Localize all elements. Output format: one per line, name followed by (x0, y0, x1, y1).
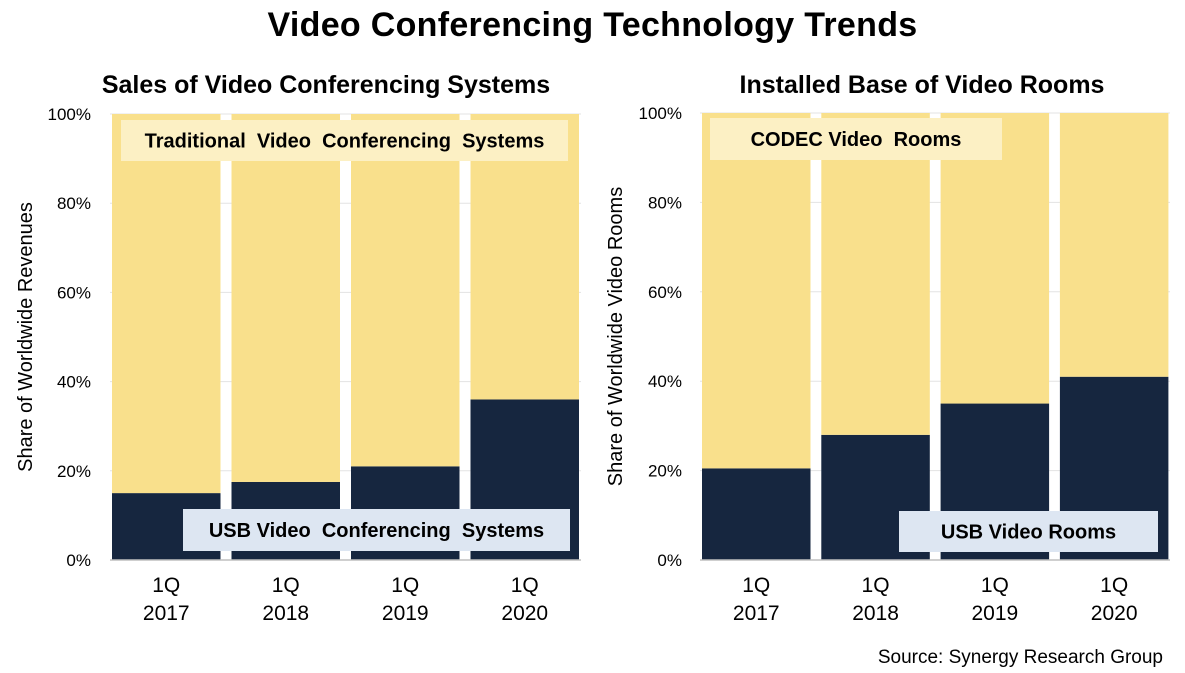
chart-1-bar-top-1 (112, 114, 221, 494)
chart-2-y-tick-label: 0% (657, 551, 682, 570)
chart-1-bar-top-2 (231, 114, 340, 482)
chart-1-title: Sales of Video Conferencing Systems (102, 71, 550, 99)
chart-1-x-tick-label-line1: 1Q (511, 574, 539, 597)
chart-2-y-tick-label: 60% (648, 283, 682, 302)
chart-1-x-tick-label-line1: 1Q (272, 574, 300, 597)
chart-2-y-tick-label: 40% (648, 372, 682, 391)
chart-1-bar-top-3 (351, 114, 460, 467)
chart-2-y-tick-label: 80% (648, 193, 682, 212)
chart-2-x-tick-label-line2: 2017 (733, 602, 780, 625)
chart-2-y-tick-label: 100% (639, 104, 682, 123)
chart-1-y-tick-label: 20% (57, 462, 91, 481)
chart-2-y-axis-label: Share of Worldwide Video Rooms (605, 187, 627, 486)
chart-2-x-tick-label-line2: 2018 (852, 602, 899, 625)
chart-2-x-tick-label-line1: 1Q (1100, 574, 1128, 597)
chart-1-x-tick-label-line1: 1Q (152, 574, 180, 597)
chart-2-bar-top-3 (940, 113, 1050, 404)
chart-1-bottom-series-label-box (183, 509, 570, 551)
chart-2-x-tick-label-line1: 1Q (862, 574, 890, 597)
chart-1-x-tick-label-line2: 2017 (143, 602, 190, 625)
chart-2-x-tick-label-line1: 1Q (742, 574, 770, 597)
chart-2-x-tick-label-line2: 2019 (971, 602, 1018, 625)
chart-1-x-tick-label-line2: 2019 (382, 602, 429, 625)
chart-2-bar-top-1 (702, 113, 811, 469)
chart-2-bottom-series-label: USB Video Rooms (941, 522, 1116, 544)
chart-2-bar-bottom-1 (702, 468, 811, 560)
chart-1-x-tick-label-line2: 2018 (262, 602, 309, 625)
source-note: Source: Synergy Research Group (877, 647, 1163, 668)
chart-1-x-tick-label-line1: 1Q (391, 574, 419, 597)
chart-1-y-tick-label: 80% (57, 194, 91, 213)
chart-1-top-series-label-box (121, 120, 568, 161)
chart-1-y-tick-label: 60% (57, 283, 91, 302)
chart-1-top-series-label: Traditional Video Conferencing Systems (145, 131, 545, 153)
chart-2-top-series-label: CODEC Video Rooms (751, 129, 962, 151)
chart-1-y-tick-label: 0% (66, 551, 91, 570)
chart-2-x-tick-label-line2: 2020 (1091, 602, 1138, 625)
chart-1-y-tick-label: 100% (48, 105, 91, 124)
chart-2-top-series-label-box (710, 118, 1002, 160)
chart-2-bottom-series-label-box (899, 511, 1158, 552)
chart-2-title: Installed Base of Video Rooms (740, 71, 1105, 99)
chart-2-bar-top-4 (1059, 113, 1169, 377)
main-title: Video Conferencing Technology Trends (267, 6, 918, 44)
chart-1-x-tick-label-line2: 2020 (501, 602, 548, 625)
chart-2-x-tick-label-line1: 1Q (981, 574, 1009, 597)
chart-2-y-tick-label: 20% (648, 462, 682, 481)
chart-1-bar-top-4 (470, 114, 579, 400)
chart-1-y-tick-label: 40% (57, 373, 91, 392)
chart-2-bar-top-2 (821, 113, 930, 435)
chart-1-y-axis-label: Share of Worldwide Revenues (15, 202, 37, 472)
chart-1-bottom-series-label: USB Video Conferencing Systems (209, 520, 544, 542)
